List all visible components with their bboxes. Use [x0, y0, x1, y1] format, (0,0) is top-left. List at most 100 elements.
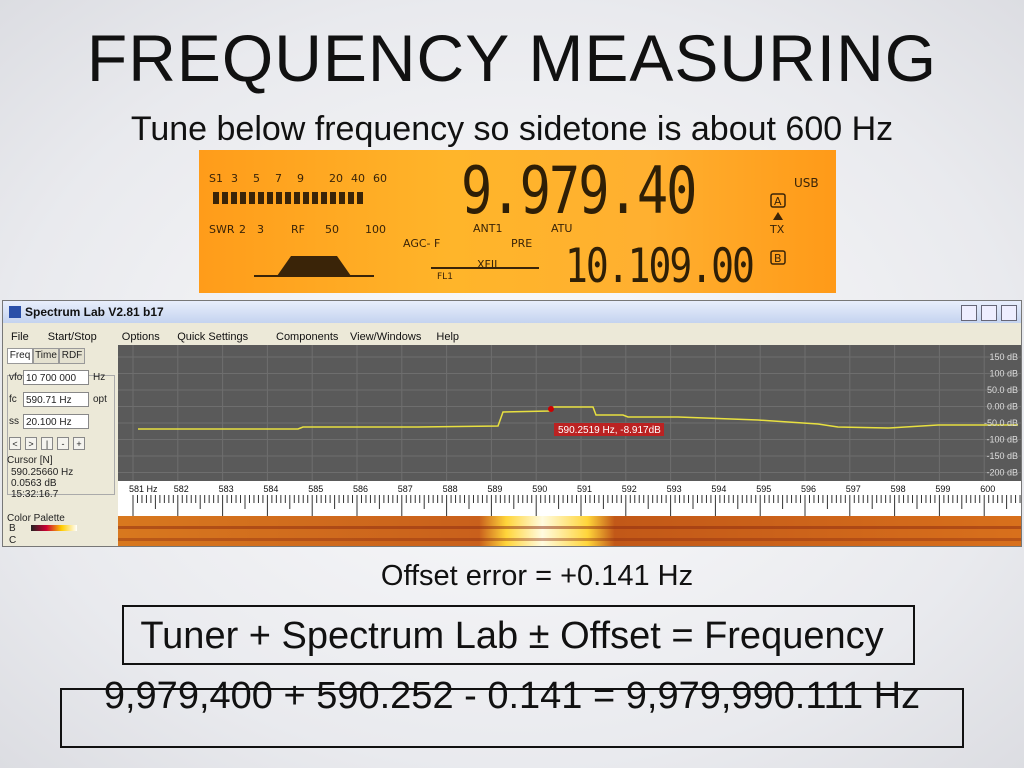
- minimize-button[interactable]: [961, 305, 977, 321]
- freq-label: 588: [443, 484, 458, 494]
- swr-scale-label: 2: [239, 223, 246, 236]
- freq-label: 599: [935, 484, 950, 494]
- radio-graphics: [213, 192, 786, 277]
- nav-button[interactable]: |: [41, 437, 53, 450]
- xfil-label: XFIL: [477, 258, 501, 271]
- field-label: ss: [9, 416, 19, 427]
- freq-label: 595: [756, 484, 771, 494]
- menu-item[interactable]: File: [11, 331, 29, 343]
- freq-label: 586: [353, 484, 368, 494]
- offset-error: Offset error = +0.141 Hz: [380, 560, 694, 592]
- menu-item[interactable]: Start/Stop: [47, 331, 97, 343]
- menu-item[interactable]: Options: [121, 331, 160, 343]
- freq-label: 587: [398, 484, 413, 494]
- spectrum-graph: 590.2519 Hz, -8.917dB 581 Hz 582 583 584 585…: [118, 345, 1021, 546]
- formula-box: [122, 605, 915, 665]
- close-button[interactable]: [1001, 305, 1017, 321]
- s-scale-label: 3: [231, 172, 238, 185]
- vfo-a-label: A: [774, 195, 782, 208]
- freq-label: 584: [263, 484, 278, 494]
- freq-label: 590: [532, 484, 547, 494]
- db-label: -100 dB: [986, 435, 1018, 445]
- palette-row: C: [9, 535, 17, 546]
- swr-scale-label: 50: [325, 223, 339, 236]
- window-title: Spectrum Lab V2.81 b17: [25, 305, 164, 319]
- cursor-info: 15:32:16.7: [11, 489, 59, 500]
- field-input: 20.100 Hz: [23, 414, 89, 429]
- db-label: 100 dB: [989, 369, 1018, 379]
- s-scale-label: 60: [373, 172, 387, 185]
- freq-label: 597: [846, 484, 861, 494]
- db-label: 150 dB: [989, 352, 1018, 362]
- nav-button[interactable]: >: [25, 437, 37, 450]
- s-scale-label: 7: [275, 172, 282, 185]
- cursor-info: 590.25660 Hz: [11, 467, 74, 478]
- maximize-button[interactable]: [981, 305, 997, 321]
- cursor-info: 0.0563 dB: [11, 478, 57, 489]
- nav-button[interactable]: <: [9, 437, 21, 450]
- s-scale-label: 9: [297, 172, 304, 185]
- db-label: 50.0 dB: [987, 385, 1018, 395]
- s-scale-label: 5: [253, 172, 260, 185]
- vfo-b-label: B: [774, 252, 782, 265]
- menu-item[interactable]: Components: [276, 331, 339, 343]
- formula-words: Tuner + Spectrum Lab ± Offset = Frequenc…: [140, 615, 884, 657]
- s-scale-label: 40: [351, 172, 365, 185]
- freq-label: 593: [667, 484, 682, 494]
- field-input: 10 700 000: [23, 370, 89, 385]
- atu-label: ATU: [551, 222, 573, 235]
- field-input: 590.71 Hz: [23, 392, 89, 407]
- freq-label: 592: [622, 484, 637, 494]
- title-bar: Spectrum Lab V2.81 b17: [3, 301, 1021, 323]
- freq-label: 589: [487, 484, 502, 494]
- db-label: -150 dB: [986, 451, 1018, 461]
- palette-title: Color Palette: [7, 513, 65, 524]
- swr-scale-label: 3: [257, 223, 264, 236]
- freq-label: 600: [980, 484, 995, 494]
- ant-label: ANT1: [473, 222, 503, 235]
- menu-item[interactable]: View/Windows: [350, 331, 422, 343]
- freq-label: 598: [891, 484, 906, 494]
- swr-scale-label: RF: [291, 223, 305, 236]
- tab[interactable]: Time: [33, 348, 59, 364]
- menu-item[interactable]: Quick Settings: [177, 331, 249, 343]
- tx-label: TX: [770, 223, 785, 236]
- freq-label: 591: [577, 484, 592, 494]
- formula-numbers: 9,979,400 + 590.252 - 0.141 = 9,979,990.…: [103, 675, 921, 717]
- slide-subtitle: Tune below frequency so sidetone is abou…: [130, 110, 894, 148]
- field-unit: Hz: [93, 372, 106, 383]
- mode-label: USB: [794, 176, 819, 190]
- freq-label: 582: [174, 484, 189, 494]
- menu-item[interactable]: Help: [436, 331, 460, 343]
- nav-button[interactable]: -: [57, 437, 69, 450]
- s-scale-label: 20: [329, 172, 343, 185]
- slide-title: FREQUENCY MEASURING: [86, 21, 938, 95]
- s-scale-label: S1: [209, 172, 223, 185]
- palette-row: B: [9, 523, 16, 534]
- formula-box: [60, 688, 964, 748]
- db-label: 0.00 dB: [987, 402, 1018, 412]
- nav-button[interactable]: +: [73, 437, 85, 450]
- left-panel: Cursor [N] Color Palette Freq Time RDF vfo 1…: [3, 345, 116, 546]
- agc-label: AGC- F: [403, 237, 441, 250]
- freq-label: 585: [308, 484, 323, 494]
- field-unit: opt: [93, 394, 107, 405]
- pre-label: PRE: [511, 237, 533, 250]
- swr-scale-label: 100: [365, 223, 386, 236]
- cursor-title: Cursor [N]: [7, 455, 53, 466]
- tab[interactable]: RDF: [59, 348, 85, 364]
- field-label: vfo: [9, 372, 23, 383]
- freq-label: 596: [801, 484, 816, 494]
- sub-frequency: 10.109.00: [565, 238, 755, 293]
- swr-scale-label: SWR: [209, 223, 235, 236]
- tab[interactable]: Freq: [7, 348, 33, 364]
- db-label: -50.0 dB: [984, 418, 1018, 428]
- freq-label: 594: [711, 484, 726, 494]
- field-label: fc: [9, 394, 17, 405]
- db-label: -200 dB: [986, 468, 1018, 478]
- freq-label: 583: [219, 484, 234, 494]
- marker-readout: 590.2519 Hz, -8.917dB: [558, 425, 661, 436]
- spectrum-lab-window: Spectrum Lab V2.81 b17 File Start/Stop Opt…: [2, 300, 1022, 547]
- main-frequency: 9.979.40: [461, 154, 697, 229]
